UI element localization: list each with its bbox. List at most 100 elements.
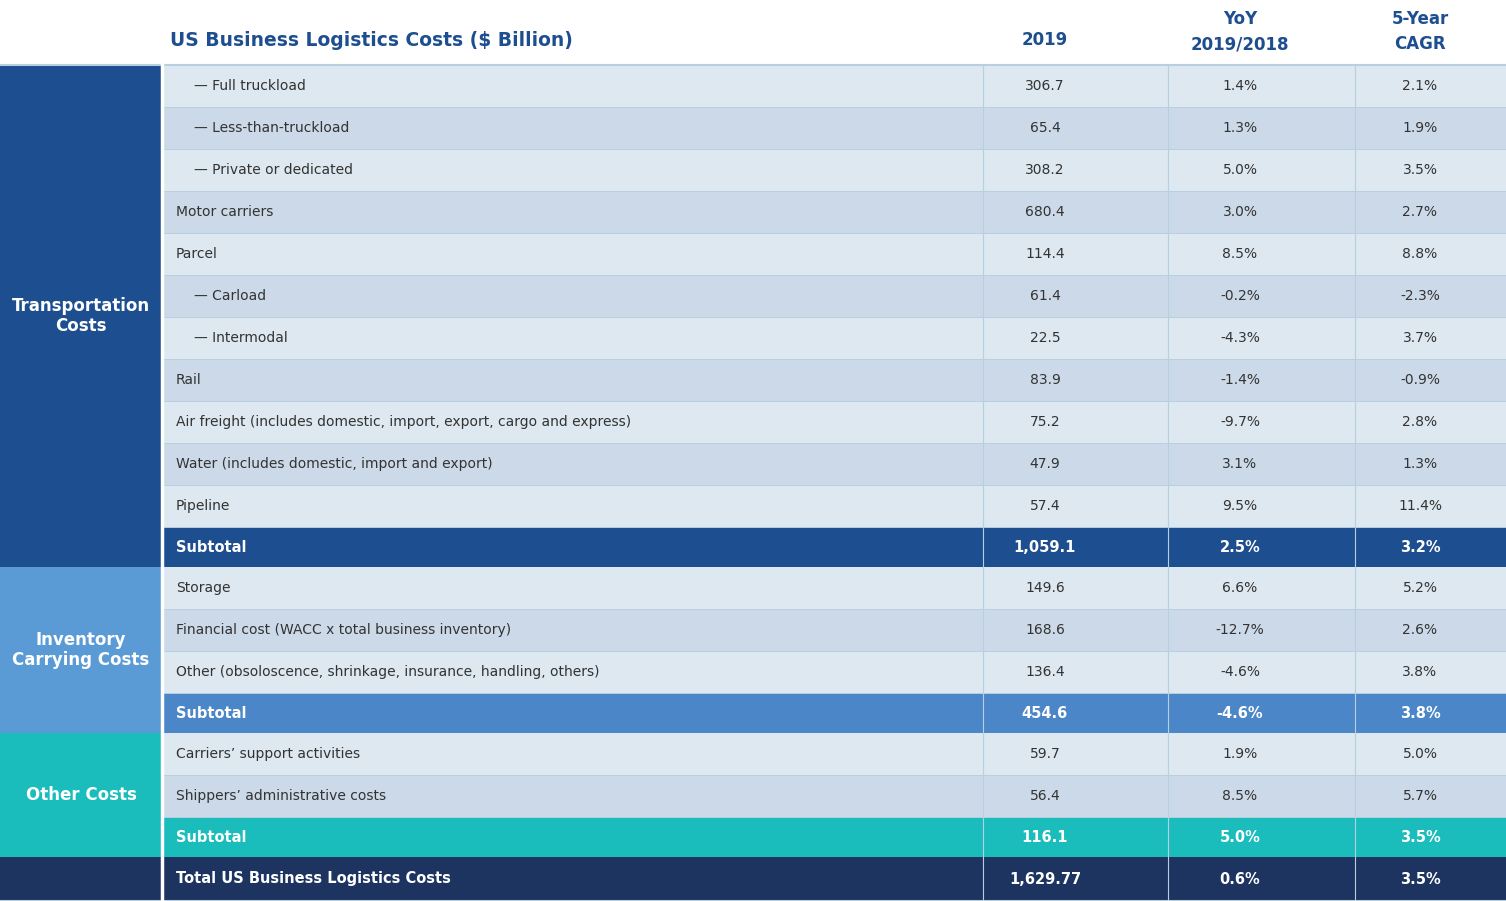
Text: 3.5%: 3.5% [1402, 163, 1438, 177]
Text: Pipeline: Pipeline [176, 499, 230, 513]
Text: Carriers’ support activities: Carriers’ support activities [176, 747, 360, 761]
Text: YoY: YoY [1223, 11, 1258, 29]
Text: 2.6%: 2.6% [1402, 623, 1438, 637]
Text: 680.4: 680.4 [1026, 205, 1065, 219]
Text: 5-Year: 5-Year [1392, 11, 1449, 29]
Text: — Carload: — Carload [194, 289, 267, 303]
Text: 5.2%: 5.2% [1402, 581, 1438, 595]
Text: 114.4: 114.4 [1026, 247, 1065, 261]
Bar [163, 733, 1506, 775]
Bar [163, 359, 1506, 401]
Text: 3.0%: 3.0% [1223, 205, 1258, 219]
Text: 8.5%: 8.5% [1223, 789, 1258, 803]
Text: — Less-than-truckload: — Less-than-truckload [194, 121, 349, 135]
Text: Storage: Storage [176, 581, 230, 595]
Text: 2019/2018: 2019/2018 [1191, 35, 1289, 53]
Bar [163, 609, 1506, 651]
Text: 1,629.77: 1,629.77 [1009, 871, 1081, 887]
Text: CAGR: CAGR [1395, 35, 1446, 53]
Text: 308.2: 308.2 [1026, 163, 1065, 177]
Bar [163, 233, 1506, 275]
Text: Total US Business Logistics Costs: Total US Business Logistics Costs [176, 871, 450, 887]
Text: Other Costs: Other Costs [26, 786, 137, 804]
Bar [163, 567, 1506, 609]
Text: 65.4: 65.4 [1030, 121, 1060, 135]
Text: Transportation
Costs: Transportation Costs [12, 296, 151, 335]
Text: 83.9: 83.9 [1030, 373, 1060, 387]
Text: — Intermodal: — Intermodal [194, 331, 288, 345]
Text: 5.7%: 5.7% [1402, 789, 1438, 803]
Text: 1.9%: 1.9% [1223, 747, 1258, 761]
Text: 2.5%: 2.5% [1220, 540, 1261, 554]
Text: 5.0%: 5.0% [1223, 163, 1258, 177]
Text: 2.8%: 2.8% [1402, 415, 1438, 429]
Text: 9.5%: 9.5% [1223, 499, 1258, 513]
Text: 3.5%: 3.5% [1399, 871, 1440, 887]
Text: 56.4: 56.4 [1030, 789, 1060, 803]
Bar [0, 857, 163, 901]
Text: Other (obsoloscence, shrinkage, insurance, handling, others): Other (obsoloscence, shrinkage, insuranc… [176, 665, 599, 679]
Text: 454.6: 454.6 [1023, 705, 1068, 721]
Text: Parcel: Parcel [176, 247, 218, 261]
Text: 1,059.1: 1,059.1 [1014, 540, 1077, 554]
Text: 47.9: 47.9 [1030, 457, 1060, 471]
Bar [0, 0, 1506, 65]
Text: 2.1%: 2.1% [1402, 79, 1438, 93]
Text: 6.6%: 6.6% [1223, 581, 1258, 595]
Text: -1.4%: -1.4% [1220, 373, 1261, 387]
Text: 136.4: 136.4 [1026, 665, 1065, 679]
Text: 3.5%: 3.5% [1399, 830, 1440, 844]
Text: — Private or dedicated: — Private or dedicated [194, 163, 352, 177]
Bar [0, 65, 163, 567]
Bar [163, 191, 1506, 233]
Text: 57.4: 57.4 [1030, 499, 1060, 513]
Text: 3.1%: 3.1% [1223, 457, 1258, 471]
Bar [163, 65, 1506, 107]
Text: Subtotal: Subtotal [176, 705, 247, 721]
Text: 168.6: 168.6 [1026, 623, 1065, 637]
Text: 0.6%: 0.6% [1220, 871, 1261, 887]
Text: Motor carriers: Motor carriers [176, 205, 274, 219]
Text: Water (includes domestic, import and export): Water (includes domestic, import and exp… [176, 457, 492, 471]
Text: 3.8%: 3.8% [1399, 705, 1440, 721]
Text: Inventory
Carrying Costs: Inventory Carrying Costs [12, 631, 149, 669]
Bar [163, 317, 1506, 359]
Bar [163, 401, 1506, 443]
Bar [163, 443, 1506, 485]
Bar [163, 149, 1506, 191]
Text: 306.7: 306.7 [1026, 79, 1065, 93]
Text: -4.3%: -4.3% [1220, 331, 1261, 345]
Bar [163, 817, 1506, 857]
Bar [163, 775, 1506, 817]
Bar [163, 693, 1506, 733]
Text: 149.6: 149.6 [1026, 581, 1065, 595]
Text: -0.9%: -0.9% [1401, 373, 1440, 387]
Text: 75.2: 75.2 [1030, 415, 1060, 429]
Bar [0, 567, 163, 733]
Text: 61.4: 61.4 [1030, 289, 1060, 303]
Text: 1.4%: 1.4% [1223, 79, 1258, 93]
Text: Rail: Rail [176, 373, 202, 387]
Text: 116.1: 116.1 [1021, 830, 1068, 844]
Bar [0, 733, 163, 857]
Text: -4.6%: -4.6% [1220, 665, 1261, 679]
Text: 1.9%: 1.9% [1402, 121, 1438, 135]
Text: US Business Logistics Costs ($ Billion): US Business Logistics Costs ($ Billion) [170, 31, 572, 50]
Text: 8.8%: 8.8% [1402, 247, 1438, 261]
Text: Subtotal: Subtotal [176, 540, 247, 554]
Text: 5.0%: 5.0% [1402, 747, 1438, 761]
Text: 5.0%: 5.0% [1220, 830, 1261, 844]
Text: -12.7%: -12.7% [1215, 623, 1265, 637]
Bar [163, 275, 1506, 317]
Text: Air freight (includes domestic, import, export, cargo and express): Air freight (includes domestic, import, … [176, 415, 631, 429]
Text: 59.7: 59.7 [1030, 747, 1060, 761]
Text: 8.5%: 8.5% [1223, 247, 1258, 261]
Text: -0.2%: -0.2% [1220, 289, 1261, 303]
Text: 11.4%: 11.4% [1398, 499, 1443, 513]
Text: Shippers’ administrative costs: Shippers’ administrative costs [176, 789, 386, 803]
Text: 1.3%: 1.3% [1402, 457, 1438, 471]
Text: 3.7%: 3.7% [1402, 331, 1438, 345]
Text: — Full truckload: — Full truckload [194, 79, 306, 93]
Bar [163, 485, 1506, 527]
Text: 2.7%: 2.7% [1402, 205, 1438, 219]
